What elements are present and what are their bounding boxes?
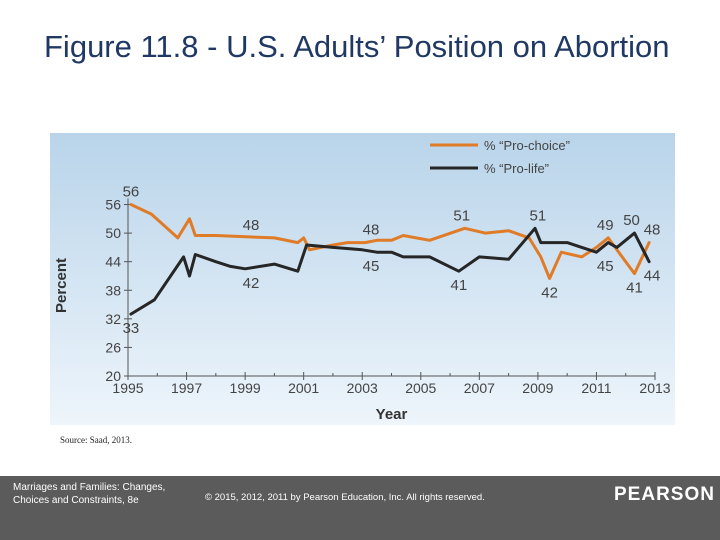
- footer-bar: Marriages and Families: Changes, Choices…: [0, 476, 720, 540]
- data-label: 48: [644, 222, 661, 239]
- line-chart: 20 26 32 38 44 50 56 1995 1997 1999 2001 2003 2005 20…: [50, 133, 675, 425]
- data-label: 48: [243, 217, 260, 234]
- legend-label-pro-choice: % “Pro-choice”: [484, 138, 570, 153]
- book-title: Marriages and Families: Changes, Choices…: [13, 482, 166, 506]
- x-tick-label: 1999: [230, 380, 261, 396]
- data-label: 51: [530, 207, 547, 224]
- y-axis-title: Percent: [53, 258, 70, 313]
- y-tick-label: 20: [105, 368, 121, 384]
- data-label: 33: [123, 320, 140, 337]
- source-note: Source: Saad, 2013.: [60, 435, 132, 445]
- data-label: 45: [597, 258, 614, 275]
- slide-title: Figure 11.8 - U.S. Adults’ Position on A…: [44, 29, 670, 64]
- y-tick-label: 50: [105, 225, 121, 241]
- data-label: 45: [363, 258, 380, 275]
- data-label: 42: [541, 284, 558, 301]
- legend-label-pro-life: % “Pro-life”: [484, 161, 549, 176]
- pro-choice-line: [129, 203, 651, 280]
- data-label: 48: [363, 222, 380, 239]
- x-tick-label: 2009: [522, 380, 553, 396]
- y-tick-label: 44: [105, 254, 121, 270]
- x-tick-label: 2003: [347, 380, 378, 396]
- pearson-logo: PEARSON: [614, 484, 715, 505]
- x-tick-label: 2011: [581, 380, 611, 396]
- x-tick-label: 1995: [112, 380, 143, 396]
- y-tick-label: 26: [105, 339, 121, 355]
- data-label: 56: [123, 184, 140, 201]
- data-label: 41: [626, 280, 643, 297]
- y-tick-label: 38: [105, 282, 121, 298]
- x-tick-label: 2013: [639, 380, 670, 396]
- y-tick-label: 32: [105, 311, 121, 327]
- data-label: 42: [243, 275, 260, 292]
- pro-life-line: [129, 226, 651, 316]
- data-label: 51: [453, 207, 470, 224]
- data-label: 49: [597, 217, 614, 234]
- x-tick-label: 1997: [171, 380, 202, 396]
- x-tick-label: 2005: [405, 380, 436, 396]
- data-label: 41: [450, 277, 467, 294]
- data-label: 50: [623, 212, 640, 229]
- x-tick-label: 2007: [464, 380, 495, 396]
- chart-area: 20 26 32 38 44 50 56 1995 1997 1999 2001 2003 2005 20…: [50, 133, 675, 425]
- y-tick-label: 56: [105, 197, 121, 213]
- x-axis-title: Year: [376, 406, 408, 423]
- copyright-text: © 2015, 2012, 2011 by Pearson Education,…: [205, 492, 485, 503]
- data-label: 44: [644, 268, 661, 285]
- x-tick-label: 2001: [288, 380, 319, 396]
